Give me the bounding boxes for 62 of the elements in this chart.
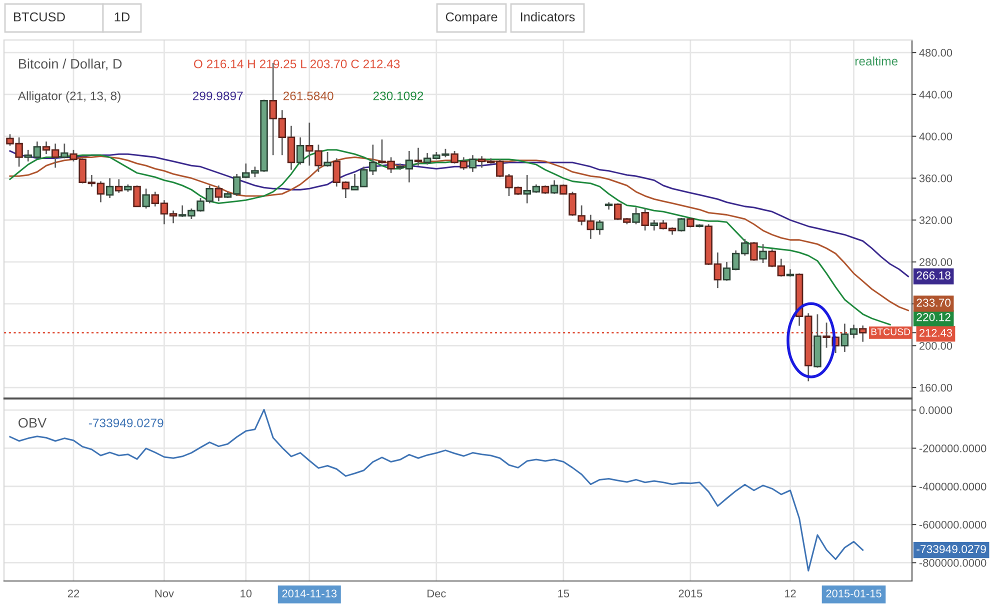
y-tick-label: 160.00 (920, 384, 952, 392)
y-tick-label: 480.00 (919, 48, 952, 57)
candlestick (750, 241, 758, 262)
text: 266.18 (916, 271, 951, 280)
annotation: 299.9897 (192, 92, 243, 100)
candlestick (296, 136, 304, 166)
candlestick (596, 219, 604, 236)
candlestick (324, 151, 332, 168)
x-tick-label: 2015-01-15 (826, 590, 882, 598)
text: 233.70 (916, 298, 951, 307)
y-tick-label: 212.43 (919, 328, 952, 337)
candlestick (550, 180, 558, 195)
text: 1D (114, 12, 130, 22)
text: OBV (18, 418, 47, 428)
x-tick-label: Dec (428, 590, 446, 598)
candlestick (468, 154, 477, 173)
candlestick (641, 208, 649, 232)
text: Indicators (520, 12, 575, 22)
annotation: O 216.14 H 219.25 L 203.70 C 212.43 (194, 60, 400, 68)
text: Bitcoin / Dollar, D (19, 58, 122, 70)
candlestick (214, 184, 223, 202)
candlestick (858, 324, 867, 342)
y-tick-label: -200000.0000 (919, 444, 986, 452)
candlestick (678, 217, 686, 232)
candlestick (414, 147, 422, 166)
y-tick-label: 280.00 (919, 258, 952, 266)
candlestick (686, 217, 694, 228)
y-tick-label: 200.00 (919, 342, 952, 350)
y-tick-label: -400000.0000 (919, 482, 986, 490)
x-tick-label: 12 (784, 590, 796, 598)
candlestick (133, 184, 141, 208)
y-tick-label: 0.0000 (919, 406, 952, 414)
y-tick-label: 360.00 (919, 174, 952, 182)
candlestick (759, 243, 767, 264)
candlestick (650, 219, 658, 232)
x-tick-label: 2015 (678, 590, 702, 598)
text: BTCUSD (14, 12, 65, 22)
candlestick (114, 178, 123, 194)
candlestick (106, 177, 114, 199)
y-tick-label: 440.00 (919, 90, 952, 99)
text: 220.12 (916, 313, 950, 322)
x-tick-label: 10 (240, 590, 252, 598)
text: Compare (446, 12, 498, 24)
x-tick-label: Nov (155, 590, 174, 598)
candlestick (60, 142, 68, 159)
y-tick-label: 400.00 (919, 132, 952, 140)
x-tick-label: 15 (558, 590, 570, 598)
y-tick-label: 320.00 (919, 216, 952, 224)
candlestick (142, 188, 150, 210)
annotation: -733949.0279 (88, 418, 164, 428)
y-tick-label: -600000.0000 (919, 520, 986, 529)
x-tick-label: 2014-11-13 (282, 590, 337, 598)
y-tick-label: -800000.0000 (919, 559, 986, 567)
ref-line-label: BTCUSD (871, 328, 910, 336)
annotation: realtime (855, 56, 898, 66)
text: -733949.0279 (916, 545, 986, 554)
line-series (9, 408, 864, 572)
x-tick-label: 22 (68, 590, 80, 598)
annotation: 261.5840 (283, 92, 334, 100)
candlestick (632, 206, 640, 225)
annotation: 230.1092 (373, 92, 424, 100)
text: Alligator (21, 13, 8) (18, 91, 120, 103)
